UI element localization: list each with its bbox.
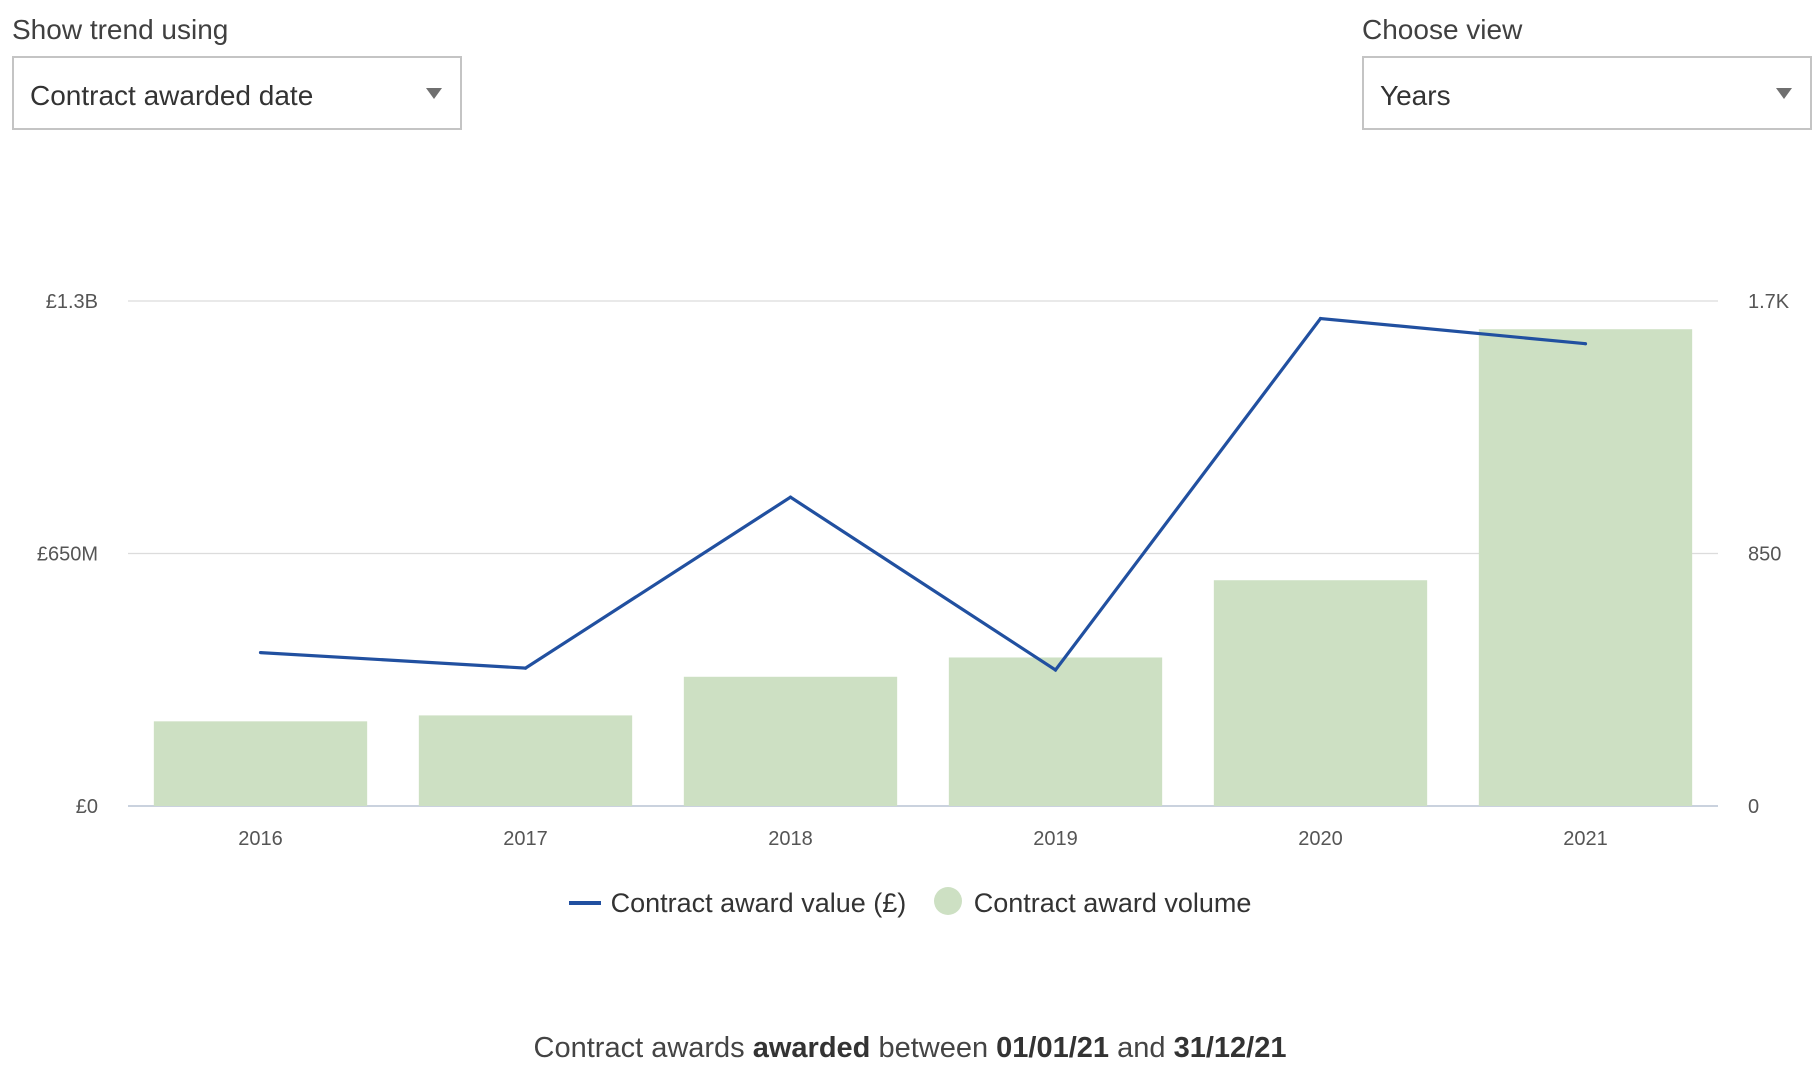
x-tick-label: 2016 xyxy=(238,828,283,850)
volume-bar xyxy=(418,715,633,806)
value-point xyxy=(1318,316,1323,321)
x-tick-label: 2021 xyxy=(1563,828,1608,850)
legend-label-value: Contract award value (£) xyxy=(610,888,907,918)
chevron-down-icon xyxy=(1776,88,1792,99)
axis-ticks: £0 £650M £1.3B 0 850 1.7K 2016 2017 2018 2019 2020… xyxy=(37,291,1790,850)
line-swatch-icon xyxy=(568,900,601,905)
volume-bar xyxy=(153,721,368,806)
x-tick-label: 2019 xyxy=(1033,828,1078,850)
volume-bar xyxy=(1213,580,1428,806)
trend-label: Show trend using xyxy=(12,14,229,45)
view-select[interactable]: Years xyxy=(1362,56,1812,130)
volume-bars xyxy=(153,329,1693,806)
volume-bar xyxy=(683,676,898,806)
y-right-tick-label: 850 xyxy=(1748,544,1781,566)
trend-select-value: Contract awarded date xyxy=(30,80,314,111)
x-tick-label: 2018 xyxy=(768,828,813,850)
y-left-tick-label: £650M xyxy=(37,544,98,566)
y-right-tick-label: 0 xyxy=(1748,796,1759,818)
caption-bold-word: awarded xyxy=(752,1032,871,1064)
y-left-tick-label: £0 xyxy=(76,796,98,818)
volume-bar xyxy=(948,657,1163,806)
trend-select[interactable]: Contract awarded date xyxy=(12,56,462,130)
volume-bar xyxy=(1478,329,1693,806)
view-label: Choose view xyxy=(1362,14,1523,45)
caption-start-date: 01/01/21 xyxy=(996,1032,1110,1064)
value-point xyxy=(788,495,793,499)
chart-legend: Contract award value (£) Contract award … xyxy=(0,886,1820,919)
view-select-value: Years xyxy=(1380,80,1451,111)
y-right-tick-label: 1.7K xyxy=(1748,291,1790,313)
x-tick-label: 2017 xyxy=(503,828,548,850)
legend-item-volume[interactable]: Contract award volume xyxy=(933,886,1252,919)
caption-joiner: and xyxy=(1109,1032,1174,1064)
legend-label-volume: Contract award volume xyxy=(973,888,1252,918)
x-tick-label: 2020 xyxy=(1298,828,1343,850)
value-point xyxy=(1053,668,1058,672)
date-range-caption: Contract awards awarded between 01/01/21… xyxy=(0,1032,1820,1065)
value-point xyxy=(1583,342,1588,346)
caption-end-date: 31/12/21 xyxy=(1173,1032,1287,1064)
value-point xyxy=(258,650,263,655)
circle-swatch-icon xyxy=(933,886,962,915)
legend-item-value[interactable]: Contract award value (£) xyxy=(568,888,907,919)
value-point xyxy=(523,666,528,670)
chevron-down-icon xyxy=(426,88,442,99)
grid-lines xyxy=(128,300,1718,807)
y-left-tick-label: £1.3B xyxy=(46,291,98,313)
trend-chart: £0 £650M £1.3B 0 850 1.7K 2016 2017 2018 2019 2020… xyxy=(37,291,1790,850)
caption-middle: between xyxy=(870,1032,997,1064)
value-line xyxy=(258,316,1588,673)
value-series-line xyxy=(260,316,1586,673)
caption-prefix: Contract awards xyxy=(533,1032,753,1064)
